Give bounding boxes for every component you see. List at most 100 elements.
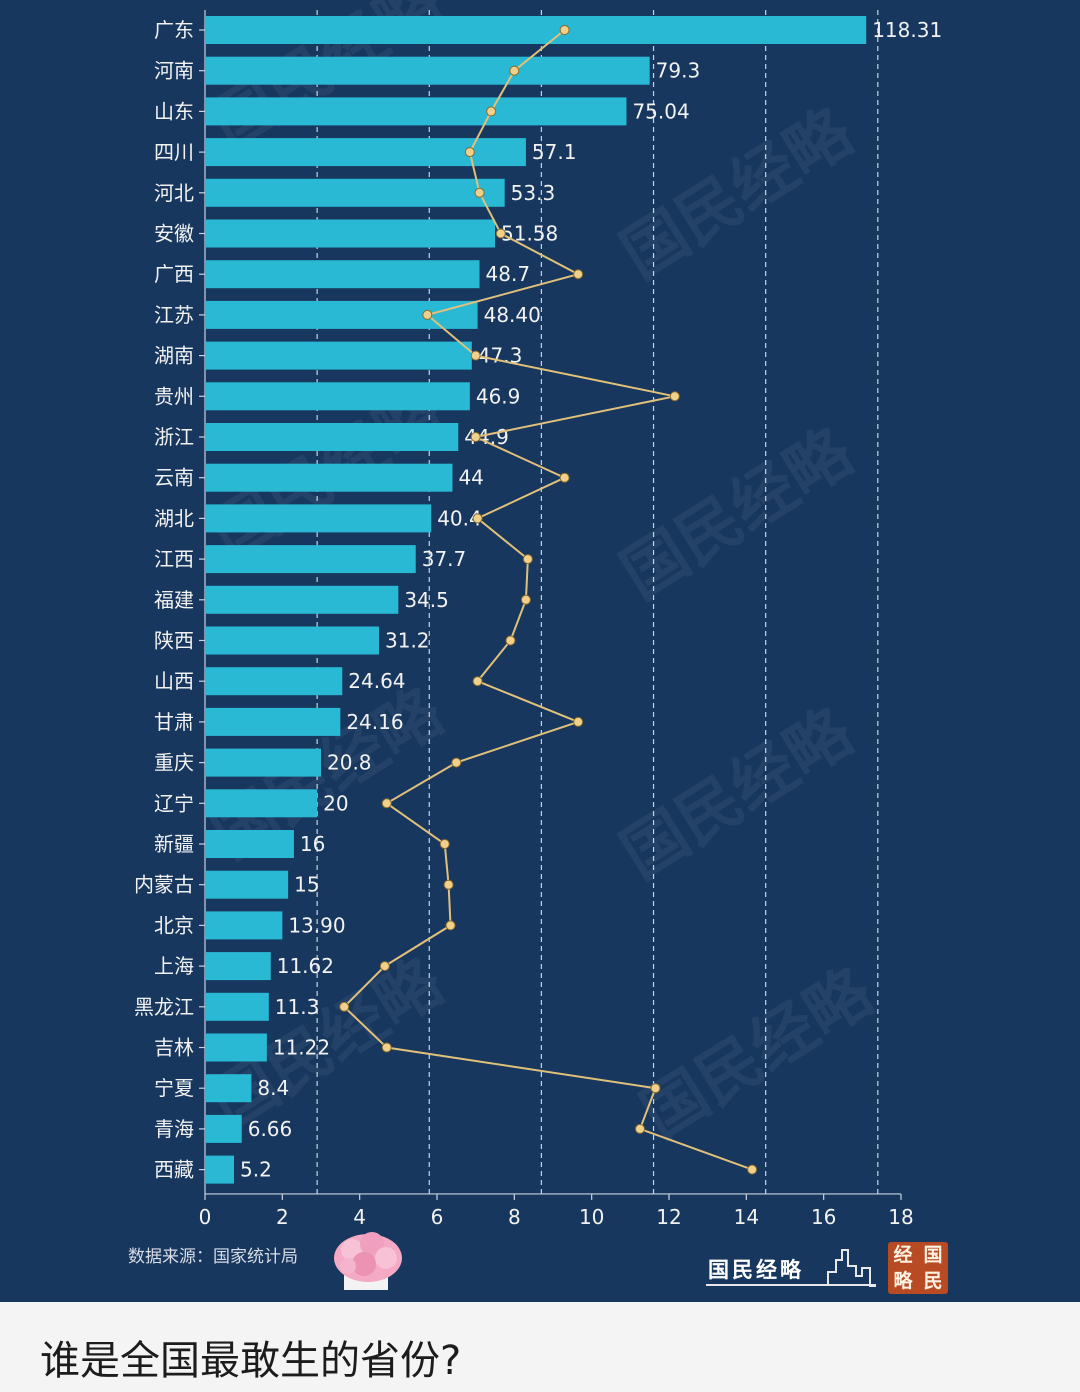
line-point: [472, 676, 483, 687]
value-label: 31.2: [385, 629, 430, 653]
bar: [206, 870, 289, 899]
line-point: [573, 269, 584, 280]
seal-char: 经: [893, 1244, 913, 1266]
line-point: [472, 513, 483, 524]
x-tick-label: 0: [199, 1205, 212, 1229]
bar: [206, 545, 416, 574]
category-label: 湖南: [154, 344, 194, 368]
line-point: [381, 1042, 392, 1053]
value-label: 11.22: [273, 1036, 330, 1060]
value-label: 79.3: [656, 59, 701, 83]
category-label: 辽宁: [154, 791, 194, 815]
value-label: 53.3: [511, 181, 556, 205]
value-label: 48.40: [484, 303, 541, 327]
category-label: 云南: [154, 466, 194, 490]
category-label: 新疆: [154, 832, 194, 856]
value-label: 46.9: [476, 384, 521, 408]
value-label: 5.2: [240, 1158, 272, 1182]
seal-char: 略: [893, 1270, 913, 1292]
bar: [206, 1074, 252, 1103]
value-label: 118.31: [872, 18, 942, 42]
category-label: 吉林: [154, 1036, 194, 1060]
x-tick-label: 16: [811, 1205, 836, 1229]
value-label: 51.58: [501, 222, 558, 246]
category-label: 黑龙江: [134, 995, 194, 1019]
line-point: [445, 920, 456, 931]
category-label: 山东: [154, 99, 194, 123]
watermark-text: 国民经略: [629, 955, 886, 1154]
data-source-note: 数据来源：国家统计局: [128, 1247, 298, 1267]
value-label: 44: [458, 466, 483, 490]
category-label: 江西: [154, 547, 194, 571]
line-point: [451, 757, 462, 768]
x-tick-label: 12: [656, 1205, 681, 1229]
line-point: [509, 65, 520, 76]
line-point: [520, 594, 531, 605]
category-label: 重庆: [154, 751, 194, 775]
bar: [206, 952, 271, 981]
bar: [206, 748, 321, 777]
bar: [206, 585, 399, 614]
category-label: 广东: [154, 18, 194, 42]
bar: [206, 1033, 267, 1062]
post-question-title: 谁是全国最敢生的省份?: [40, 1338, 462, 1384]
category-label: 湖北: [154, 506, 194, 530]
value-label: 57.1: [532, 140, 577, 164]
category-label: 山西: [154, 669, 194, 693]
bar: [206, 97, 627, 126]
bar: [206, 463, 453, 492]
x-tick-label: 6: [431, 1205, 444, 1229]
bar: [206, 1114, 242, 1143]
bar: [206, 911, 283, 940]
bar-line-chart: 国民经略国民经略国民经略国民经略国民经略国民经略国民经略国民经略02468101…: [134, 0, 942, 1229]
line-point: [559, 472, 570, 483]
category-label: 北京: [154, 913, 194, 937]
bar: [206, 992, 269, 1021]
brand-underline: [706, 1284, 876, 1286]
value-label: 75.04: [632, 99, 689, 123]
line-point: [439, 839, 450, 849]
x-tick-label: 18: [888, 1205, 913, 1229]
seal-char: 国: [923, 1244, 943, 1266]
category-label: 河北: [154, 181, 194, 205]
bar: [206, 56, 650, 85]
value-label: 15: [294, 873, 319, 897]
bar: [206, 138, 526, 167]
brand-name: 国民经略: [708, 1257, 804, 1282]
value-label: 24.64: [348, 669, 405, 693]
value-label: 20.8: [327, 751, 372, 775]
bar: [206, 300, 478, 329]
seal-char: 民: [923, 1270, 943, 1292]
category-label: 四川: [154, 140, 194, 164]
line-point: [474, 187, 485, 198]
category-label: 贵州: [154, 384, 194, 408]
value-label: 24.16: [346, 710, 403, 734]
x-tick-label: 10: [579, 1205, 604, 1229]
watermark-text: 国民经略: [609, 415, 866, 614]
value-label: 20: [323, 791, 348, 815]
line-point: [635, 1123, 645, 1134]
skyline-icon: [827, 1249, 876, 1287]
value-label: 11.62: [277, 954, 334, 978]
bar: [206, 16, 867, 44]
bar: [206, 341, 472, 370]
value-label: 6.66: [248, 1117, 293, 1141]
value-label: 11.3: [275, 995, 320, 1019]
category-label: 江苏: [154, 303, 194, 327]
line-point: [495, 228, 506, 239]
bar: [206, 504, 432, 533]
value-label: 34.5: [404, 588, 449, 612]
category-label: 青海: [154, 1117, 194, 1141]
bar: [206, 1155, 234, 1184]
bar: [206, 626, 379, 655]
category-label: 浙江: [154, 425, 194, 449]
category-label: 西藏: [154, 1158, 194, 1182]
x-tick-label: 8: [508, 1205, 521, 1229]
bar: [206, 260, 480, 289]
line-point: [522, 554, 533, 565]
value-label: 8.4: [257, 1076, 289, 1100]
watermark-text: 国民经略: [609, 695, 866, 894]
bar: [206, 707, 341, 736]
flower-sticker-icon: [334, 1232, 402, 1290]
bar: [206, 830, 294, 858]
